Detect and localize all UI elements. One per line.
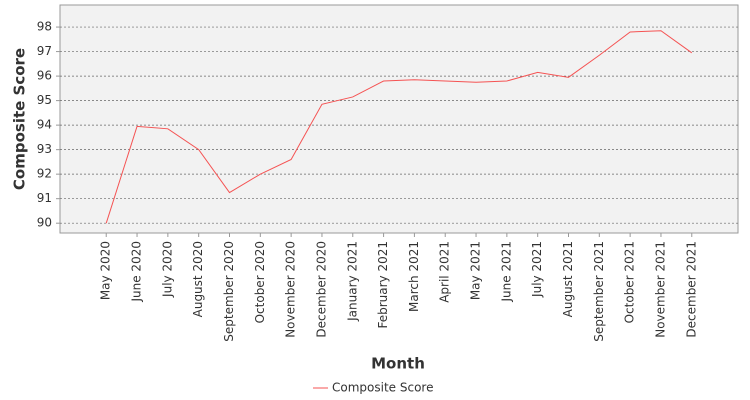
x-tick-label: August 2020 (191, 241, 205, 317)
y-axis-title: Composite Score (11, 48, 29, 190)
y-tick-label: 90 (37, 216, 52, 230)
x-tick-label: December 2021 (684, 241, 698, 338)
y-tick-label: 95 (37, 93, 52, 107)
x-tick-label: March 2021 (407, 241, 421, 312)
x-tick-label: April 2021 (438, 241, 452, 303)
y-tick-label: 98 (37, 20, 52, 34)
x-tick-label: December 2020 (314, 241, 328, 338)
x-axis-title: Month (371, 355, 425, 373)
x-tick-label: September 2020 (222, 241, 236, 342)
x-tick-label: October 2021 (623, 241, 637, 323)
x-tick-label: September 2021 (592, 241, 606, 342)
x-tick-label: June 2020 (130, 241, 144, 303)
x-tick-label: June 2021 (499, 241, 513, 303)
y-tick-label: 93 (37, 142, 52, 156)
data-line (105, 30, 693, 224)
plot-area (59, 4, 739, 234)
x-tick-label: May 2021 (469, 241, 483, 300)
x-tick-label: October 2020 (253, 241, 267, 323)
y-tick-label: 94 (37, 118, 52, 132)
y-tick-label: 91 (37, 191, 52, 205)
x-tick-label: August 2021 (561, 241, 575, 317)
x-tick-label: February 2021 (376, 241, 390, 329)
y-tick-label: 92 (37, 167, 52, 181)
x-tick-label: July 2020 (160, 241, 174, 298)
y-tick-label: 97 (37, 44, 52, 58)
x-tick-label: November 2020 (284, 241, 298, 338)
x-tick-label: July 2021 (530, 241, 544, 298)
x-tick-label: January 2021 (345, 241, 359, 322)
legend-label: Composite Score (332, 381, 433, 395)
y-tick-label: 96 (37, 69, 52, 83)
x-tick-label: November 2021 (653, 241, 667, 338)
x-tick-label: May 2020 (99, 241, 113, 300)
